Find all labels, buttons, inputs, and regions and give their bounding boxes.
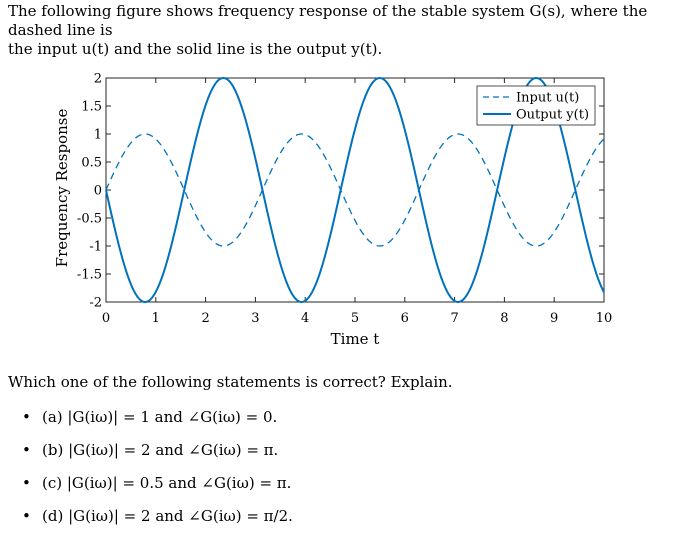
y-tick-label: 1.5 — [81, 100, 102, 115]
intro-line-1: The following figure shows frequency res… — [8, 2, 648, 39]
y-tick-label: -0.5 — [77, 212, 102, 227]
x-tick-label: 5 — [351, 311, 359, 326]
option-d-text: (d) |G(iω)| = 2 and ∠G(iω) = π/2. — [42, 507, 293, 525]
problem-statement: The following figure shows frequency res… — [8, 2, 694, 59]
y-tick-label: 0 — [94, 184, 102, 199]
x-tick-label: 10 — [596, 311, 613, 326]
option-a-text: (a) |G(iω)| = 1 and ∠G(iω) = 0. — [42, 408, 278, 426]
answer-options: • (a) |G(iω)| = 1 and ∠G(iω) = 0. • (b) |G… — [22, 407, 293, 539]
x-tick-label: 3 — [251, 311, 259, 326]
y-tick-label: 0.5 — [81, 156, 102, 171]
y-tick-label: 1 — [94, 128, 102, 143]
x-tick-label: 4 — [301, 311, 309, 326]
option-c: • (c) |G(iω)| = 0.5 and ∠G(iω) = π. — [22, 474, 292, 492]
intro-line-2: the input u(t) and the solid line is the… — [8, 40, 383, 58]
x-tick-label: 7 — [450, 311, 458, 326]
x-tick-label: 2 — [201, 311, 209, 326]
option-d: • (d) |G(iω)| = 2 and ∠G(iω) = π/2. — [22, 507, 293, 525]
question-text: Which one of the following statements is… — [8, 373, 453, 391]
y-axis-label: Frequency Response — [53, 109, 71, 268]
option-b: • (b) |G(iω)| = 2 and ∠G(iω) = π. — [22, 441, 279, 459]
x-tick-label: 8 — [500, 311, 508, 326]
legend-entry: Input u(t) — [516, 91, 579, 106]
y-tick-label: -1.5 — [77, 268, 102, 283]
option-c-text: (c) |G(iω)| = 0.5 and ∠G(iω) = π. — [42, 474, 292, 492]
x-axis-label: Time t — [331, 330, 380, 348]
y-tick-label: -1 — [89, 240, 102, 255]
x-tick-label: 6 — [401, 311, 409, 326]
x-tick-label: 0 — [102, 311, 110, 326]
y-tick-label: -2 — [89, 296, 102, 311]
option-b-text: (b) |G(iω)| = 2 and ∠G(iω) = π. — [42, 441, 279, 459]
x-tick-label: 9 — [550, 311, 558, 326]
option-a: • (a) |G(iω)| = 1 and ∠G(iω) = 0. — [22, 408, 278, 426]
legend-box — [476, 85, 596, 126]
y-tick-label: 2 — [94, 72, 102, 87]
x-tick-label: 1 — [152, 311, 160, 326]
input-series-line — [105, 133, 605, 247]
legend-entry: Output y(t) — [516, 108, 589, 123]
frequency-response-chart: Frequency Response Time t 0 1 2 3 4 5 6 7 8 9 1021… — [53, 72, 613, 349]
